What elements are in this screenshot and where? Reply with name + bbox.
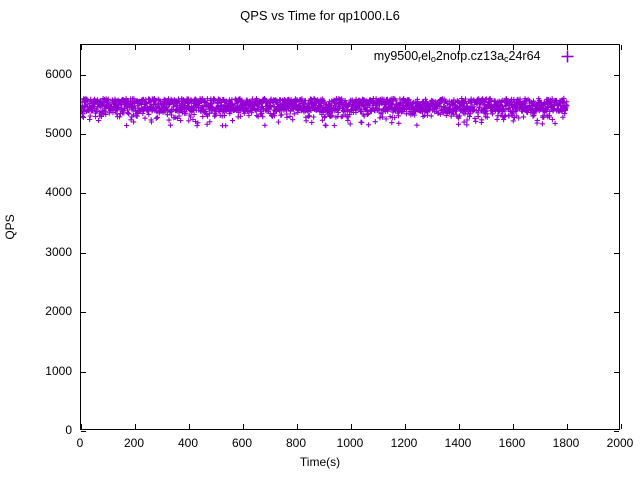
y-axis-tick (81, 312, 86, 314)
x-axis-tick (513, 45, 514, 50)
y-axis-tick-label: 1000 (45, 363, 72, 378)
y-axis-tick-label: 3000 (45, 244, 72, 259)
y-axis-tick (614, 431, 619, 432)
legend: my9500relo2nofp.cz13ac24r64 (200, 48, 590, 68)
page-title: QPS vs Time for qp1000.L6 (240, 8, 400, 23)
y-axis-title: QPS (3, 214, 17, 240)
x-axis-tick (405, 424, 406, 429)
x-axis-tick (297, 45, 298, 50)
x-axis-tick (297, 424, 298, 429)
x-axis-tick-label: 1400 (444, 436, 472, 450)
y-axis-tick (81, 252, 86, 254)
x-axis-tick (459, 45, 460, 50)
x-axis-tick (405, 45, 406, 50)
x-axis-tick (351, 45, 352, 50)
y-axis-tick (81, 134, 86, 136)
x-axis-tick (135, 424, 136, 429)
x-axis-tick (243, 424, 244, 429)
x-axis-tick (243, 45, 244, 50)
x-axis-title: Time(s) (299, 455, 341, 469)
x-axis-tick-label: 1600 (498, 436, 526, 450)
x-axis-tick (81, 45, 82, 50)
y-axis-tick (614, 74, 619, 76)
x-axis-tick (189, 424, 190, 429)
y-axis-tick-label: 6000 (45, 66, 72, 81)
x-axis-tick (567, 424, 568, 429)
x-axis-tick-label: 800 (285, 436, 307, 450)
y-axis-tick (614, 371, 619, 373)
y-axis-tick (81, 431, 86, 432)
x-axis-tick-label: 1000 (336, 436, 364, 450)
x-axis-tick (459, 424, 460, 429)
x-axis-tick (81, 424, 82, 429)
x-axis-tick (567, 45, 568, 50)
y-axis-tick-label: 0 (65, 423, 72, 437)
x-axis-tick-label: 1200 (390, 436, 418, 450)
scatter-series-canvas (81, 95, 570, 129)
x-axis-tick (513, 424, 514, 429)
y-axis-tick-label: 4000 (45, 185, 72, 200)
x-axis-tick (621, 45, 622, 50)
y-axis-tick (614, 312, 619, 314)
x-axis-tick (621, 424, 622, 429)
legend-entry-label: my9500relo2nofp.cz13ac24r64 (373, 48, 541, 65)
x-axis-tick-label: 2000 (606, 436, 634, 450)
scatter-points (81, 95, 570, 129)
x-axis-tick-label: 600 (231, 436, 253, 450)
y-axis-tick (614, 134, 619, 136)
y-axis-tick (81, 371, 86, 373)
legend-marker-plus-icon (544, 49, 590, 63)
y-axis-tick-label: 5000 (45, 126, 72, 141)
y-axis-tick (81, 74, 86, 76)
x-axis-tick-label: 400 (177, 436, 199, 450)
x-axis-tick-label: 0 (76, 436, 84, 450)
x-axis-tick-label: 1800 (552, 436, 580, 450)
y-axis-tick (614, 252, 619, 254)
y-axis-tick (614, 193, 619, 195)
x-axis-tick (189, 45, 190, 50)
x-axis-tick (135, 45, 136, 50)
x-axis-tick (351, 424, 352, 429)
x-axis-tick-label: 200 (123, 436, 145, 450)
y-axis-tick-label: 2000 (45, 304, 72, 319)
plot-area (80, 44, 622, 432)
y-axis-tick (81, 193, 86, 195)
